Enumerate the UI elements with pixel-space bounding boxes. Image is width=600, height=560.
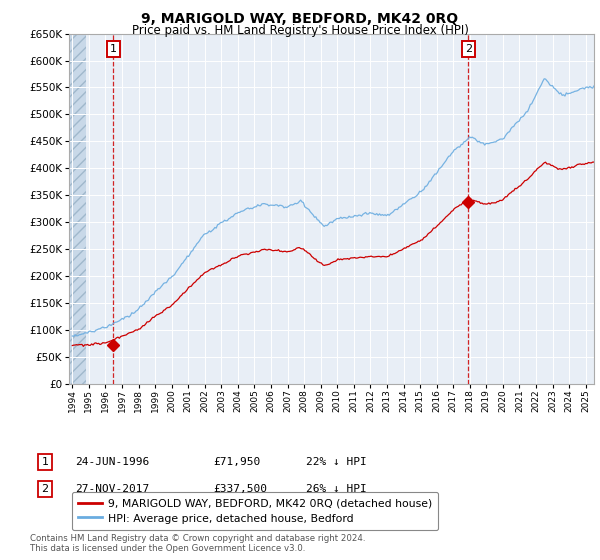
- Text: 24-JUN-1996: 24-JUN-1996: [75, 457, 149, 467]
- Text: 1: 1: [110, 44, 117, 54]
- Text: 26% ↓ HPI: 26% ↓ HPI: [306, 484, 367, 494]
- Text: Contains HM Land Registry data © Crown copyright and database right 2024.
This d: Contains HM Land Registry data © Crown c…: [30, 534, 365, 553]
- Text: £337,500: £337,500: [213, 484, 267, 494]
- Text: £71,950: £71,950: [213, 457, 260, 467]
- Text: 1: 1: [41, 457, 49, 467]
- Bar: [69, 34, 86, 384]
- Text: Price paid vs. HM Land Registry's House Price Index (HPI): Price paid vs. HM Land Registry's House …: [131, 24, 469, 36]
- Text: 2: 2: [41, 484, 49, 494]
- Text: 9, MARIGOLD WAY, BEDFORD, MK42 0RQ: 9, MARIGOLD WAY, BEDFORD, MK42 0RQ: [142, 12, 458, 26]
- Text: 22% ↓ HPI: 22% ↓ HPI: [306, 457, 367, 467]
- Text: 2: 2: [465, 44, 472, 54]
- Legend: 9, MARIGOLD WAY, BEDFORD, MK42 0RQ (detached house), HPI: Average price, detache: 9, MARIGOLD WAY, BEDFORD, MK42 0RQ (deta…: [72, 492, 438, 530]
- Text: 27-NOV-2017: 27-NOV-2017: [75, 484, 149, 494]
